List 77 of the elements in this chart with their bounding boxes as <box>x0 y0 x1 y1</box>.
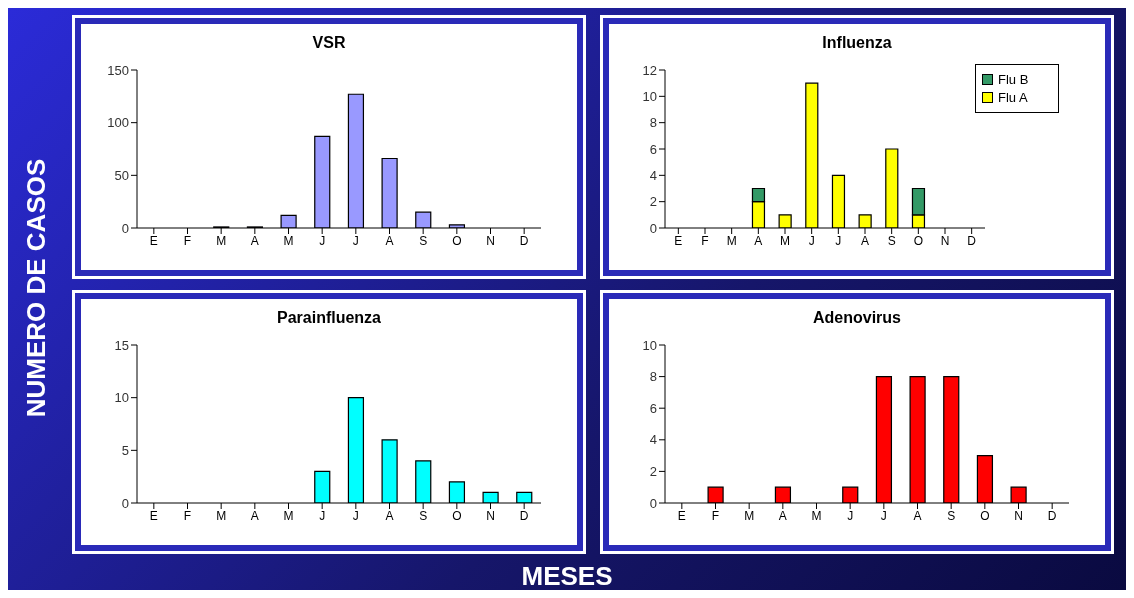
x-tick-label: A <box>250 233 259 248</box>
x-tick-label: A <box>778 508 787 523</box>
x-tick-label: A <box>385 233 394 248</box>
y-tick-label: 12 <box>642 62 657 78</box>
x-tick-label: E <box>149 508 158 523</box>
x-tick-label: J <box>352 508 359 523</box>
x-tick-label: M <box>216 233 227 248</box>
x-tick-label: J <box>880 508 887 523</box>
x-tick-label: J <box>835 233 842 248</box>
x-tick-label: E <box>674 233 683 248</box>
x-tick-label: S <box>947 508 956 523</box>
x-tick-label: O <box>913 233 924 248</box>
chart-title: Parainfluenza <box>276 309 382 327</box>
x-tick-label: M <box>283 233 294 248</box>
x-tick-label: A <box>385 508 394 523</box>
x-tick-label: S <box>419 508 428 523</box>
x-tick-label: M <box>811 508 822 523</box>
x-axis-title: MESES <box>520 561 614 592</box>
y-tick-label: 2 <box>649 464 657 480</box>
y-tick-label: 10 <box>642 88 657 104</box>
x-tick-label: D <box>1047 508 1057 523</box>
y-tick-label: 10 <box>114 390 129 406</box>
x-tick-label: A <box>250 508 259 523</box>
y-tick-label: 10 <box>642 337 657 353</box>
x-tick-label: M <box>216 508 227 523</box>
x-tick-label: M <box>726 233 737 248</box>
y-tick-label: 8 <box>649 369 657 385</box>
y-tick-label: 6 <box>649 141 657 157</box>
x-tick-label: J <box>352 233 359 248</box>
y-tick-label: 4 <box>649 432 657 448</box>
x-tick-label: A <box>754 233 763 248</box>
x-tick-label: O <box>452 233 462 248</box>
y-tick-label: 4 <box>649 167 657 183</box>
x-tick-label: N <box>940 233 950 248</box>
x-tick-label: O <box>452 508 462 523</box>
y-tick-label: 5 <box>121 442 129 458</box>
x-tick-label: J <box>319 233 326 248</box>
x-tick-label: A <box>860 233 870 248</box>
y-tick-label: 0 <box>121 495 129 511</box>
x-tick-label: F <box>183 508 192 523</box>
x-tick-label: M <box>744 508 755 523</box>
x-tick-label: O <box>980 508 990 523</box>
y-tick-label: 100 <box>107 115 129 131</box>
y-tick-label: 15 <box>114 337 129 353</box>
x-tick-label: N <box>486 233 495 248</box>
x-tick-label: N <box>486 508 495 523</box>
x-tick-label: A <box>913 508 922 523</box>
y-tick-label: 50 <box>114 167 129 183</box>
y-tick-label: 8 <box>649 115 657 131</box>
y-tick-label: 6 <box>649 400 657 416</box>
x-tick-label: E <box>677 508 686 523</box>
x-tick-label: S <box>887 233 896 248</box>
y-tick-label: 0 <box>121 220 129 236</box>
x-tick-label: E <box>149 233 158 248</box>
y-axis-title: NUMERO DE CASOS <box>20 158 52 418</box>
x-tick-label: F <box>183 233 192 248</box>
y-tick-label: 0 <box>649 220 657 236</box>
x-tick-label: N <box>1014 508 1023 523</box>
chart-title: Influenza <box>821 34 893 52</box>
chart-title: Adenovirus <box>812 309 902 327</box>
x-tick-label: F <box>711 508 720 523</box>
x-tick-label: F <box>701 233 709 248</box>
chart-title: VSR <box>311 34 347 52</box>
x-tick-label: J <box>319 508 326 523</box>
legend-label: Flu A <box>997 90 1029 105</box>
x-tick-label: D <box>519 233 529 248</box>
y-tick-label: 0 <box>649 495 657 511</box>
x-tick-label: D <box>967 233 977 248</box>
x-tick-label: D <box>519 508 529 523</box>
x-tick-label: M <box>780 233 790 248</box>
x-tick-label: J <box>808 233 815 248</box>
x-tick-label: J <box>847 508 854 523</box>
y-tick-label: 150 <box>107 62 129 78</box>
x-tick-label: S <box>419 233 428 248</box>
legend-label: Flu B <box>997 72 1030 87</box>
x-tick-label: M <box>283 508 294 523</box>
y-tick-label: 2 <box>649 194 657 210</box>
